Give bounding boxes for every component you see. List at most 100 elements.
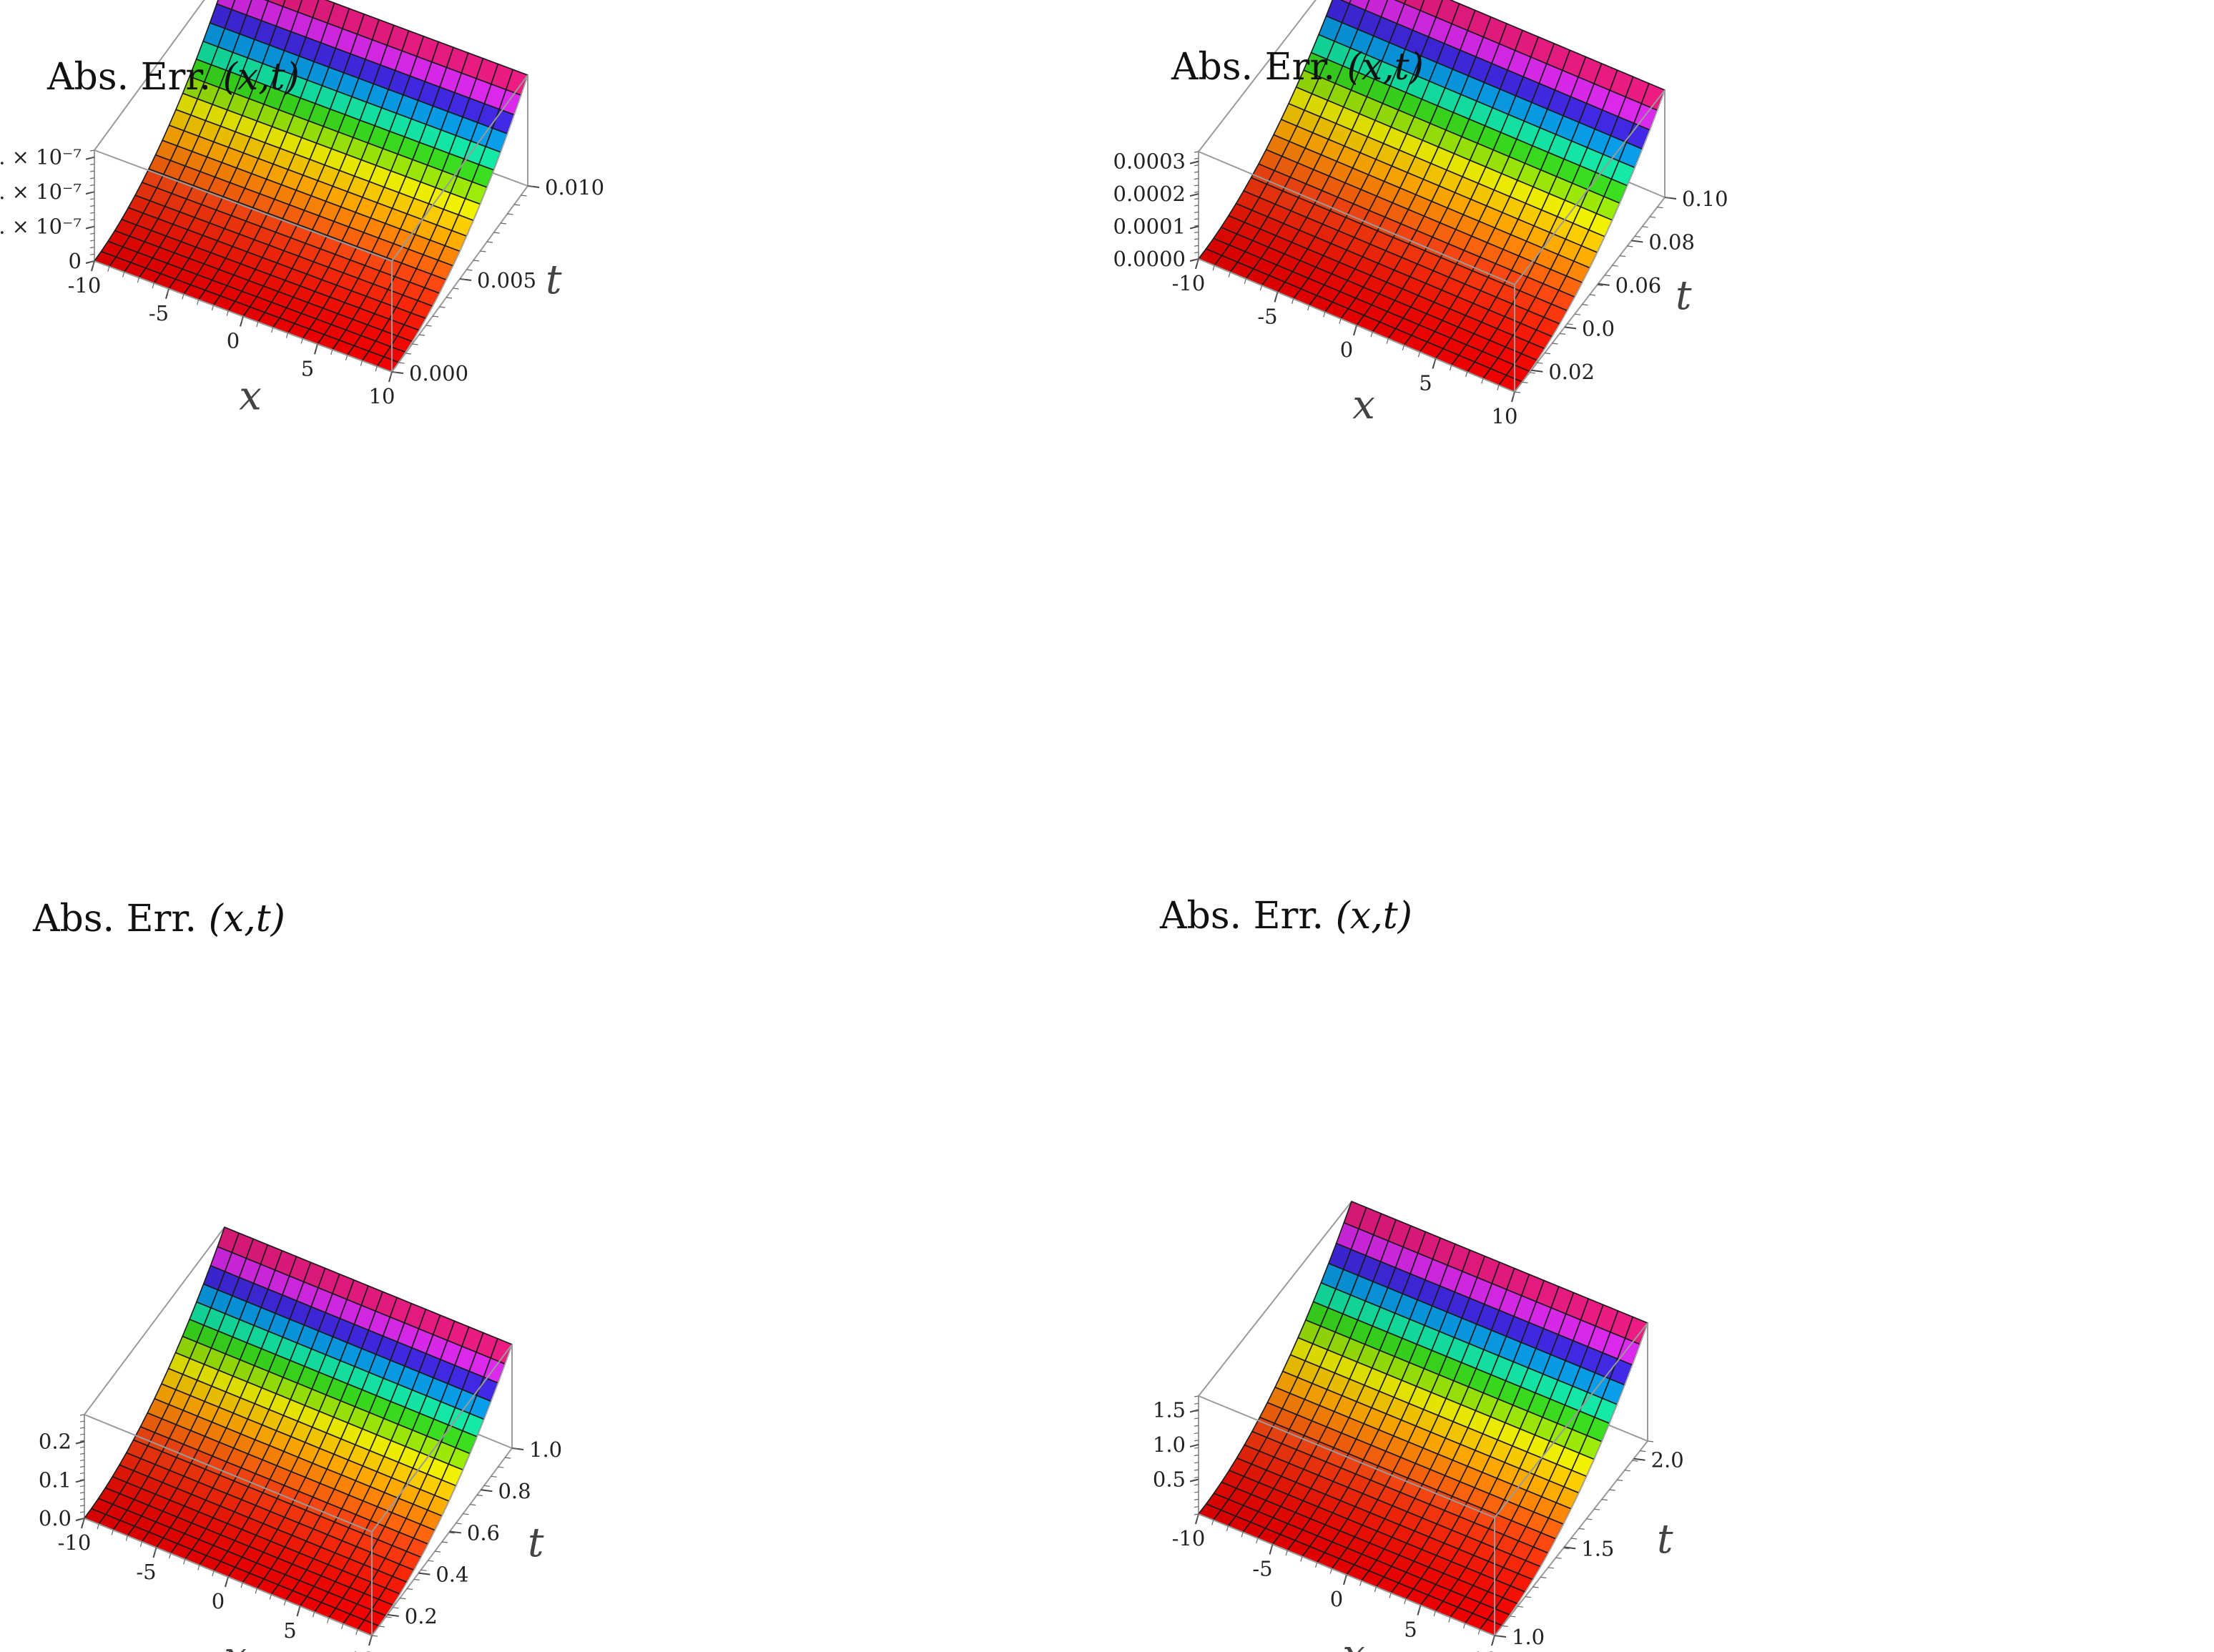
t-axis-label: t: [1657, 1516, 1673, 1563]
z-minor-tick: [79, 1505, 85, 1507]
t-axis-label: t: [546, 257, 562, 303]
z-tick-label: 0: [69, 249, 82, 273]
surface-plot-panel-2: -10 -5 0 5 10 x 0.02 0.0 0.06 0.08 0.10 t 0.0000 0.00…: [1107, 0, 2214, 826]
plot-title: Abs. Err. (x,t): [33, 898, 285, 940]
z-tick-label: 0.0003: [1113, 149, 1186, 174]
z-tick-label: 3. × 10⁻⁷: [0, 145, 82, 169]
t-minor-tick: [511, 1447, 518, 1450]
t-minor-tick: [412, 343, 418, 345]
x-minor-tick: [285, 333, 288, 338]
x-tick-label: 10: [1472, 1648, 1498, 1652]
z-minor-tick: [79, 1518, 85, 1520]
x-minor-tick: [1323, 312, 1326, 318]
plot-title-vars: (x,t): [1335, 895, 1412, 938]
x-minor-tick: [139, 1541, 142, 1547]
x-minor-tick: [1465, 371, 1468, 378]
x-minor-tick: [1259, 285, 1262, 291]
t-minor-tick: [473, 260, 480, 262]
z-tick-label: 0.0: [39, 1506, 72, 1530]
x-axis-label: x: [239, 373, 262, 420]
x-minor-tick: [197, 300, 200, 305]
x-minor-tick: [212, 1570, 215, 1576]
t-tick-label: 1.0: [529, 1437, 562, 1462]
surface-plot-svg: -10-50510x0.020.00.060.080.10t0.00000.00…: [1113, 0, 1728, 428]
t-tick-label: 0.2: [405, 1604, 438, 1628]
t-minor-tick: [507, 213, 513, 215]
z-minor-tick: [1194, 245, 1199, 247]
t-minor-tick: [1540, 1576, 1547, 1578]
t-axis: 0.02 0.00.06 0.08 0.10 t: [1514, 187, 1728, 393]
x-minor-tick: [92, 260, 95, 267]
z-minor-tick: [1194, 157, 1199, 159]
x-tick-label: 10: [349, 1648, 375, 1652]
t-tick-label: 0.005: [477, 268, 536, 292]
x-minor-tick: [1285, 1550, 1288, 1556]
surface-side-wall: [371, 1344, 513, 1636]
x-minor-tick: [197, 1565, 200, 1570]
z-minor-tick: [1194, 1447, 1199, 1449]
z-minor-tick: [79, 1427, 85, 1429]
box-edge: [1198, 0, 1317, 152]
x-minor-tick: [315, 344, 318, 350]
surface-mesh: [1198, 0, 1666, 393]
surface-plot-svg: -10 -5 0 5 10 x 0.000 0.005 0.010 t 0 1. × 10⁻⁷ 2. ×…: [0, 0, 604, 420]
x-axis: -10 -5 0 5 10 x: [58, 1518, 375, 1652]
plot-title-vars: (x,t): [1347, 46, 1424, 89]
z-tick-label: 0.0001: [1113, 215, 1186, 239]
z-minor-tick: [89, 198, 95, 200]
surface-plot-svg: -10 -5 0 5 10 x 0.2 0.4 0.6 0.8 1.0 t 0.0 0.1 0.2: [39, 1226, 562, 1652]
x-minor-tick: [182, 294, 184, 300]
t-minor-tick: [1517, 1606, 1524, 1608]
surface-side-wall: [1494, 1322, 1648, 1636]
t-minor-tick: [521, 195, 527, 197]
x-axis-label: x: [224, 1633, 247, 1652]
t-minor-tick: [1522, 381, 1528, 383]
z-minor-tick: [89, 170, 95, 172]
x-minor-tick: [1329, 1568, 1332, 1574]
t-tick-mark: [1598, 282, 1610, 286]
x-minor-tick: [1354, 325, 1357, 331]
plot-title-vars: (x,t): [208, 898, 285, 940]
surface-plot-panel-4: -10 -5 0 5 10 x 1.0 1.5 2.0 t 0.5 1.0 1.5 Abs. Err. …: [1107, 826, 2214, 1652]
t-minor-tick: [1624, 1470, 1630, 1472]
t-minor-tick: [1574, 313, 1581, 315]
t-minor-tick: [1619, 255, 1626, 257]
x-minor-tick: [1374, 1586, 1377, 1593]
z-tick-mark: [1189, 1409, 1199, 1413]
t-minor-tick: [378, 1626, 385, 1628]
t-tick-mark: [1531, 369, 1543, 373]
x-minor-tick: [211, 305, 214, 311]
plot-title-text: Abs. Err.: [1171, 46, 1336, 89]
t-minor-tick: [1604, 275, 1611, 277]
x-tick-label: 0: [212, 1589, 225, 1613]
t-minor-tick: [456, 1523, 462, 1525]
t-tick-label: 0.000: [409, 361, 468, 385]
x-minor-tick: [1450, 365, 1452, 370]
t-tick-label: 0.8: [498, 1479, 531, 1503]
t-tick-mark: [481, 1489, 493, 1493]
z-tick-mark: [1189, 225, 1199, 230]
x-tick-label: 10: [1492, 404, 1518, 428]
x-tick-label: 0: [1340, 338, 1353, 362]
t-minor-tick: [439, 306, 446, 308]
x-minor-tick: [167, 288, 169, 294]
t-minor-tick: [413, 1578, 420, 1580]
x-minor-tick: [1241, 1532, 1244, 1538]
x-axis: -10 -5 0 5 10 x: [1172, 1513, 1498, 1652]
t-minor-tick: [1632, 1460, 1638, 1462]
x-minor-tick: [183, 1559, 186, 1565]
x-tick-label: -5: [136, 1560, 156, 1584]
t-minor-tick: [1578, 1528, 1585, 1530]
z-minor-tick: [1194, 1506, 1199, 1508]
t-tick-label: 0.02: [1548, 360, 1595, 384]
x-tick-label: 5: [301, 356, 314, 380]
x-minor-tick: [1196, 258, 1199, 265]
x-minor-tick: [1370, 332, 1373, 338]
t-axis: 1.0 1.5 2.0 t: [1494, 1440, 1684, 1649]
x-minor-tick: [297, 1606, 301, 1612]
t-axis-label: t: [528, 1520, 544, 1566]
t-minor-tick: [1627, 245, 1633, 247]
x-tick-label: -5: [149, 301, 169, 325]
x-minor-tick: [1512, 391, 1515, 398]
z-minor-tick: [1194, 164, 1199, 167]
